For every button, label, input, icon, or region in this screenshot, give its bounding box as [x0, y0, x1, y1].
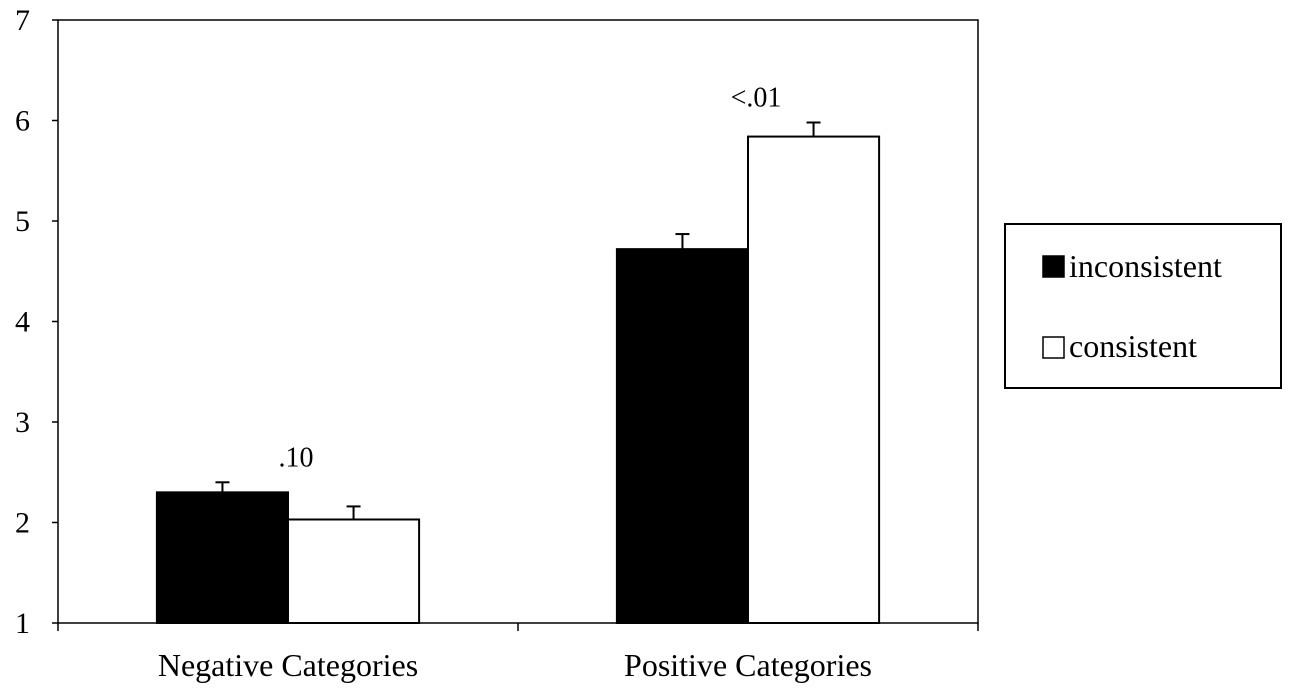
legend-swatch-consistent — [1042, 336, 1065, 359]
bar-inconsistent-1 — [615, 248, 750, 624]
x-axis: Negative Categories Positive Categories — [57, 623, 979, 683]
legend: inconsistent consistent — [1004, 223, 1282, 389]
legend-box — [1004, 223, 1282, 389]
significance-label: <.01 — [731, 83, 782, 114]
x-category-label: Negative Categories — [158, 647, 418, 683]
y-tick-label: 4 — [15, 306, 30, 339]
annotations: .10 <.01 — [279, 83, 782, 474]
legend-label-consistent: consistent — [1069, 328, 1197, 364]
y-tick-label: 7 — [15, 4, 30, 37]
bar-inconsistent-0 — [155, 491, 289, 624]
x-category-label: Positive Categories — [624, 647, 872, 683]
y-axis: 1 2 3 4 5 6 7 — [15, 4, 58, 640]
y-tick-label: 2 — [15, 507, 30, 540]
legend-label-inconsistent: inconsistent — [1069, 248, 1222, 284]
y-tick-label: 1 — [15, 607, 30, 640]
bar-consistent-1 — [747, 135, 881, 625]
bars — [155, 121, 881, 625]
y-tick-label: 5 — [15, 205, 30, 238]
significance-label: .10 — [279, 442, 314, 473]
y-tick-label: 3 — [15, 406, 30, 439]
legend-swatch-inconsistent — [1042, 255, 1065, 278]
y-tick-label: 6 — [15, 105, 30, 138]
bar-consistent-0 — [287, 518, 421, 624]
